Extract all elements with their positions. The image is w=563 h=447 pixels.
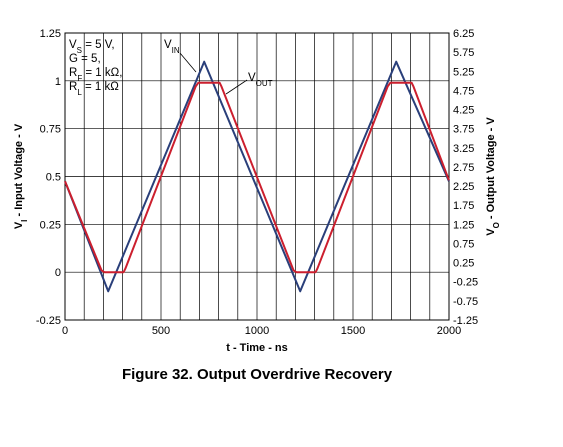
x-tick-label: 0: [62, 325, 68, 337]
y-left-tick-label: 0.25: [40, 219, 61, 231]
series-line-vin: [64, 60, 450, 293]
vout-label: VOUT: [248, 72, 273, 88]
x-axis-title: t - Time - ns: [226, 342, 288, 354]
figure-caption: Figure 32. Output Overdrive Recovery: [122, 366, 393, 383]
y-right-tick-label: 0.75: [453, 238, 474, 250]
x-tick-label: 1000: [245, 325, 269, 337]
series-line-vout: [64, 81, 450, 274]
y-right-tick-label: -0.25: [453, 277, 478, 289]
x-tick-label: 2000: [437, 325, 461, 337]
y-left-axis-title-sub: I: [20, 220, 29, 222]
y-right-tick-label: 2.75: [453, 162, 474, 174]
x-tick-label: 1500: [341, 325, 365, 337]
y-left-axis-title-main: V: [13, 221, 25, 229]
y-right-axis-title-rest: - Output Voltage - V: [485, 117, 497, 223]
vout-label-main: V: [248, 72, 256, 84]
y-right-tick-label: 0.25: [453, 258, 474, 270]
y-right-tick-label: 1.25: [453, 219, 474, 231]
condition-text: G = 5,: [69, 53, 101, 65]
y-right-axis-title-sub: O: [492, 222, 501, 228]
condition-text-rest: = 1 kΩ,: [82, 67, 122, 79]
y-right-tick-label: -1.25: [453, 315, 478, 327]
y-right-tick-label: 5.25: [453, 66, 474, 78]
y-left-tick-label: 1.25: [40, 28, 61, 40]
y-left-tick-label: 0: [55, 267, 61, 279]
y-left-tick-label: 1: [55, 76, 61, 88]
y-left-tick-label: 0.5: [46, 172, 61, 184]
vout-label-sub: OUT: [256, 79, 273, 88]
condition-text-rest: = 1 kΩ: [82, 81, 119, 93]
condition-text: VS = 5 V,: [69, 39, 115, 55]
y-right-tick-label: 1.75: [453, 200, 474, 212]
condition-text-rest: = 5 V,: [82, 39, 115, 51]
y-left-tick-label: 0.75: [40, 124, 61, 136]
y-right-tick-label: 3.75: [453, 124, 474, 136]
y-left-axis-title: VI - Input Voltage - V: [13, 123, 29, 229]
annotations: VS = 5 V,G = 5,RF = 1 kΩ,RL = 1 kΩVINVOU…: [69, 39, 273, 97]
condition-text-main: G = 5,: [69, 53, 101, 65]
y-right-tick-label: 2.25: [453, 181, 474, 193]
vout-leader-line: [225, 79, 248, 95]
y-right-tick-label: 4.25: [453, 105, 474, 117]
y-left-axis-title-rest: - Input Voltage - V: [13, 123, 25, 219]
condition-text-sub: L: [77, 88, 82, 97]
tick-labels: 0 500 1000 1500 2000-0.2500.250.50.7511.25-1…: [36, 28, 478, 337]
series-layer: [64, 60, 450, 293]
condition-text-main: R: [69, 81, 77, 93]
y-right-tick-label: 5.75: [453, 47, 474, 59]
vin-label-sub: IN: [172, 46, 180, 55]
condition-text-sub: S: [77, 46, 82, 55]
y-right-tick-label: 3.25: [453, 143, 474, 155]
condition-text-main: R: [69, 67, 77, 79]
vin-label: VIN: [164, 39, 180, 55]
plot-frame: [64, 32, 450, 321]
y-right-tick-label: -0.75: [453, 296, 478, 308]
y-right-axis-title-main: V: [485, 228, 497, 236]
y-left-tick-label: -0.25: [36, 315, 61, 327]
vin-leader-line: [179, 52, 197, 73]
condition-text-main: V: [69, 39, 77, 51]
grid: [65, 33, 449, 320]
condition-text-sub: F: [77, 74, 82, 83]
x-tick-label: 500: [152, 325, 170, 337]
y-right-tick-label: 6.25: [453, 28, 474, 40]
vin-label-main: V: [164, 39, 172, 51]
condition-text: RL = 1 kΩ: [69, 81, 119, 97]
y-right-tick-label: 4.75: [453, 85, 474, 97]
y-right-axis-title: VO - Output Voltage - V: [485, 117, 501, 236]
condition-text: RF = 1 kΩ,: [69, 67, 122, 83]
